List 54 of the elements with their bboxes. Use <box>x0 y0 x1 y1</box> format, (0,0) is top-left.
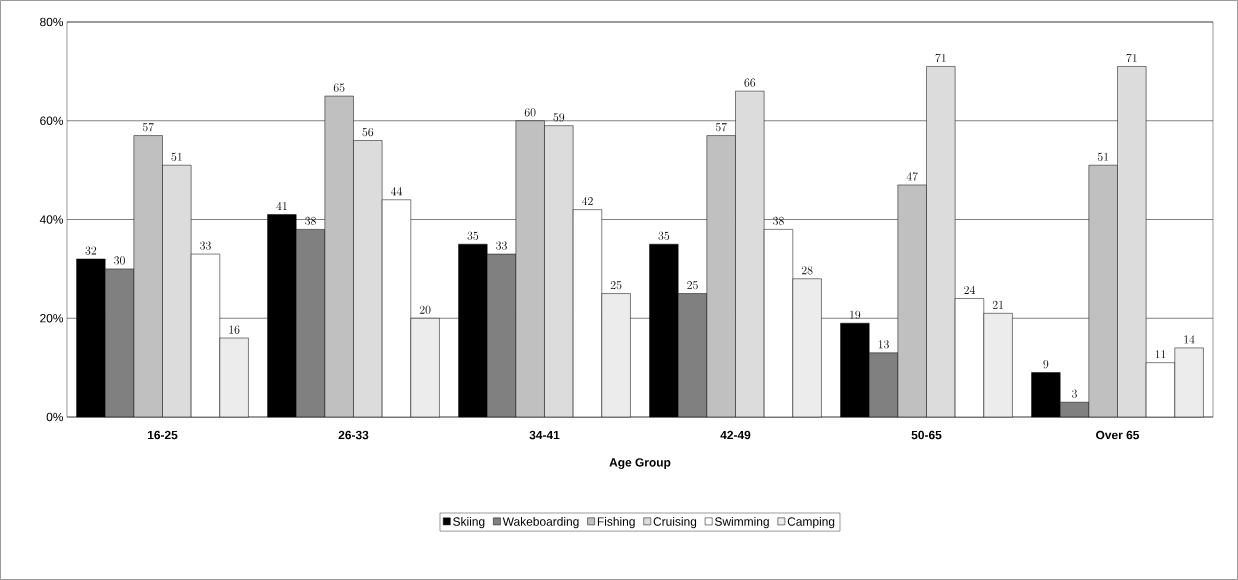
data-label: 24 <box>964 285 975 294</box>
data-label: 71 <box>1126 53 1137 63</box>
data-label: 16 <box>229 325 240 334</box>
data-label: 51 <box>171 152 182 161</box>
data-label: 30 <box>114 256 125 265</box>
data-label: 25 <box>610 281 622 290</box>
data-label: 35 <box>658 231 670 240</box>
data-label: 57 <box>715 122 727 132</box>
data-label: 41 <box>276 201 287 210</box>
legend-label: Swimming <box>715 517 769 529</box>
data-label: 42 <box>581 197 593 206</box>
x-tick-label: Over 65 <box>1096 430 1140 440</box>
data-label: 60 <box>524 108 536 117</box>
data-label: 38 <box>773 216 784 226</box>
data-label: 21 <box>992 300 1004 309</box>
x-tick-label: 42-49 <box>720 430 751 440</box>
legend-label: Wakeboarding <box>502 517 579 529</box>
data-label: 44 <box>390 187 402 196</box>
legend-label: Camping <box>787 517 835 529</box>
data-label: 14 <box>1184 335 1195 344</box>
data-label: 25 <box>687 281 698 290</box>
data-label: 9 <box>1043 360 1049 369</box>
data-label: 13 <box>878 340 889 349</box>
x-tick-label: 34-41 <box>529 430 560 440</box>
data-label: 19 <box>850 310 861 319</box>
y-tick-label: 60% <box>40 116 64 125</box>
y-tick-label: 0% <box>46 412 64 422</box>
data-label: 20 <box>419 305 431 314</box>
x-tick-label: 50-65 <box>911 430 942 440</box>
data-label: 11 <box>1155 350 1166 359</box>
x-tick-label: 26-33 <box>338 430 369 440</box>
x-axis-title: Age Group <box>609 458 671 470</box>
data-label: 65 <box>333 83 345 92</box>
data-label: 33 <box>496 241 507 250</box>
data-label: 56 <box>362 127 374 137</box>
data-label: 51 <box>1097 152 1109 161</box>
data-label: 59 <box>553 113 565 122</box>
data-label: 47 <box>906 172 918 181</box>
y-tick-label: 40% <box>39 215 64 224</box>
y-tick-label: 80% <box>40 17 64 27</box>
legend-label: Cruising <box>653 517 697 529</box>
data-label: 66 <box>744 78 756 87</box>
x-tick-label: 16-25 <box>147 430 178 440</box>
data-label: 71 <box>935 53 946 63</box>
data-label: 28 <box>801 266 813 275</box>
data-label: 32 <box>85 246 97 255</box>
data-label: 33 <box>200 241 211 250</box>
data-label: 3 <box>1072 389 1077 398</box>
data-label: 57 <box>142 122 154 132</box>
y-tick-label: 20% <box>40 314 64 323</box>
legend-label: Fishing <box>597 517 635 529</box>
legend-label: Skiing <box>453 517 485 529</box>
data-label: 38 <box>305 216 316 226</box>
data-label: 35 <box>467 231 479 240</box>
